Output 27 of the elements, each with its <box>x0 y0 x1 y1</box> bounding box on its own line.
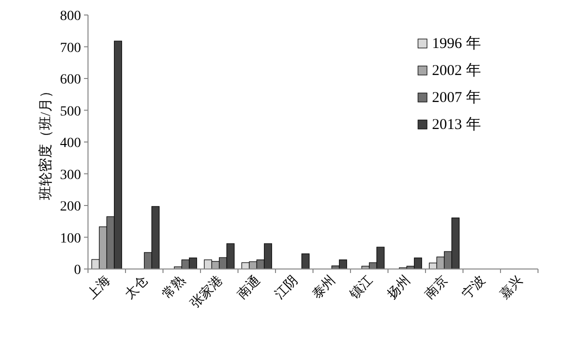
y-tick-label: 0 <box>74 263 81 278</box>
x-tick-label: 扬州 <box>384 272 413 302</box>
y-tick-label: 200 <box>60 200 81 214</box>
x-tick-label: 上海 <box>84 272 113 302</box>
y-tick-label: 100 <box>60 231 81 246</box>
y-tick-label: 300 <box>60 168 81 183</box>
x-tick-label: 嘉兴 <box>496 272 526 302</box>
legend-label: 2013 年 <box>432 116 481 133</box>
legend-label: 1996 年 <box>432 35 481 52</box>
x-tick-label: 张家港 <box>187 272 226 311</box>
legend-label: 2007 年 <box>432 89 481 106</box>
bar <box>301 253 310 270</box>
x-tick-label: 江阴 <box>271 272 300 302</box>
y-axis-title: 班轮密度（班/月） <box>38 84 54 200</box>
y-tick-label: 600 <box>60 72 81 88</box>
x-tick-label: 南通 <box>234 272 263 302</box>
y-tick-label: 500 <box>60 104 81 120</box>
x-tick-label: 南京 <box>421 272 450 302</box>
legend-label: 2002 年 <box>432 62 481 79</box>
x-tick-label: 常熟 <box>158 272 188 302</box>
x-tick-label: 宁波 <box>458 272 488 302</box>
y-tick-label: 800 <box>60 9 81 24</box>
x-tick-label: 镇江 <box>346 272 376 302</box>
x-tick-label: 太仓 <box>121 272 150 302</box>
y-tick-label: 700 <box>60 40 81 56</box>
x-tick-label: 泰州 <box>308 272 338 302</box>
y-tick-label: 400 <box>60 136 81 151</box>
